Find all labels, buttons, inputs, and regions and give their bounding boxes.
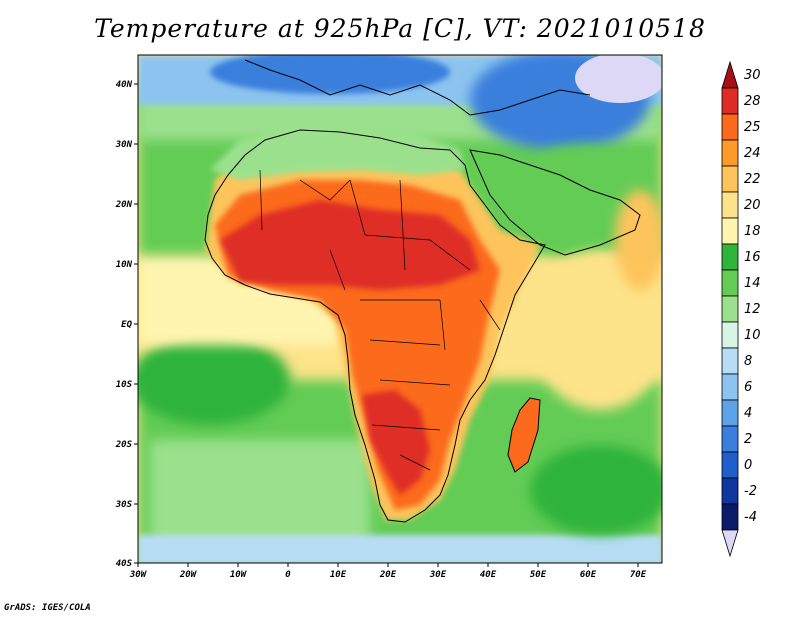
colorbar-label: -4 (744, 510, 757, 525)
colorbar-label: 2 (744, 432, 752, 447)
colorbar-swatch (721, 269, 739, 297)
colorbar-label: 12 (744, 302, 761, 317)
southern-africa-hot (362, 390, 430, 495)
colorbar-label: 0 (744, 458, 752, 473)
lon-label: 10W (230, 570, 248, 580)
arabia-green (510, 145, 650, 255)
colorbar-label: 30 (744, 68, 761, 83)
colorbar-label: 24 (744, 146, 761, 161)
latitude-axis: 40N 30N 20N 10N EQ 10S 20S 30S 40S (115, 80, 138, 569)
europe-cold (210, 55, 450, 94)
arabian-sea-warm (615, 190, 662, 290)
colorbar-swatch (721, 451, 739, 479)
colorbar-swatch (721, 217, 739, 245)
europe-coastline (244, 59, 591, 116)
indian-ocean-warm (530, 250, 662, 410)
colorbar-swatch (721, 87, 739, 115)
lon-label: 40E (480, 570, 497, 580)
colorbar-label: 25 (744, 120, 761, 135)
colorbar-swatch (721, 373, 739, 401)
madagascar (508, 398, 540, 472)
colorbar-label: 14 (744, 276, 761, 291)
lon-label: 10E (330, 570, 347, 580)
lat-label: 40S (116, 559, 133, 569)
lon-label: 0 (285, 570, 291, 580)
colorbar-swatch (721, 295, 739, 323)
colorbar-swatch (721, 243, 739, 271)
colorbar-label: 28 (744, 94, 761, 109)
colorbar-label: 10 (744, 328, 761, 343)
colorbar-swatch (721, 60, 739, 89)
colorbar-swatch (721, 321, 739, 349)
colorbar-swatch (721, 165, 739, 193)
caspian-very-cold (575, 55, 662, 103)
colorbar-swatch (721, 529, 739, 558)
colorbar-swatch (721, 191, 739, 219)
arabia-coastline (469, 149, 641, 256)
plot-area (138, 55, 662, 563)
lon-label: 20W (179, 570, 198, 580)
colorbar-label: 20 (744, 198, 761, 213)
ocean-indian-cool (530, 445, 662, 535)
lon-label: 30W (129, 570, 148, 580)
colorbar-swatch (721, 425, 739, 453)
plot-frame (137, 54, 663, 564)
lat-label: 40N (116, 80, 133, 90)
colorbar-swatch (721, 399, 739, 427)
colorbar-label: 4 (744, 406, 752, 421)
lat-label: 30S (115, 500, 133, 510)
colorbar-label: -2 (744, 484, 757, 499)
lon-label: 30E (429, 570, 447, 580)
colorbar-label: 6 (744, 380, 752, 395)
colorbar-label: 8 (744, 354, 752, 369)
ocean-south-band-lightgreen (150, 440, 370, 550)
map-title: Temperature at 925hPa [C], VT: 202101051… (94, 14, 706, 43)
ocean-south-atlantic-cool (138, 335, 290, 425)
lat-label: 10N (116, 260, 133, 270)
lon-label: 70E (630, 570, 647, 580)
colorbar-label: 16 (744, 250, 761, 265)
colorbar-label: 18 (744, 224, 761, 239)
sahara-north (210, 125, 465, 180)
lon-label: 60E (580, 570, 597, 580)
africa-coastline (204, 129, 546, 523)
lat-label: EQ (121, 320, 132, 330)
colorbar-swatch (721, 477, 739, 505)
colorbar-swatch (721, 113, 739, 141)
lat-label: 10S (116, 380, 133, 390)
lon-label: 50E (530, 570, 547, 580)
longitude-axis: 30W 20W 10W 0 10E 20E 30E 40E 50E 60E 70E (129, 563, 647, 580)
lat-label: 20N (115, 200, 133, 210)
ocean-far-south (138, 535, 662, 563)
colorbar-label: 22 (744, 172, 761, 187)
lon-label: 20E (379, 570, 397, 580)
colorbar-swatch (721, 347, 739, 375)
sahel-hot (220, 200, 480, 290)
credit-text: GrADS: IGES/COLA (4, 603, 91, 613)
colorbar-swatch (721, 139, 739, 167)
colorbar-swatch (721, 503, 739, 531)
country-borders (259, 169, 501, 471)
lat-label: 30N (115, 140, 133, 150)
lat-label: 20S (115, 440, 133, 450)
madagascar-coastline (507, 397, 541, 473)
